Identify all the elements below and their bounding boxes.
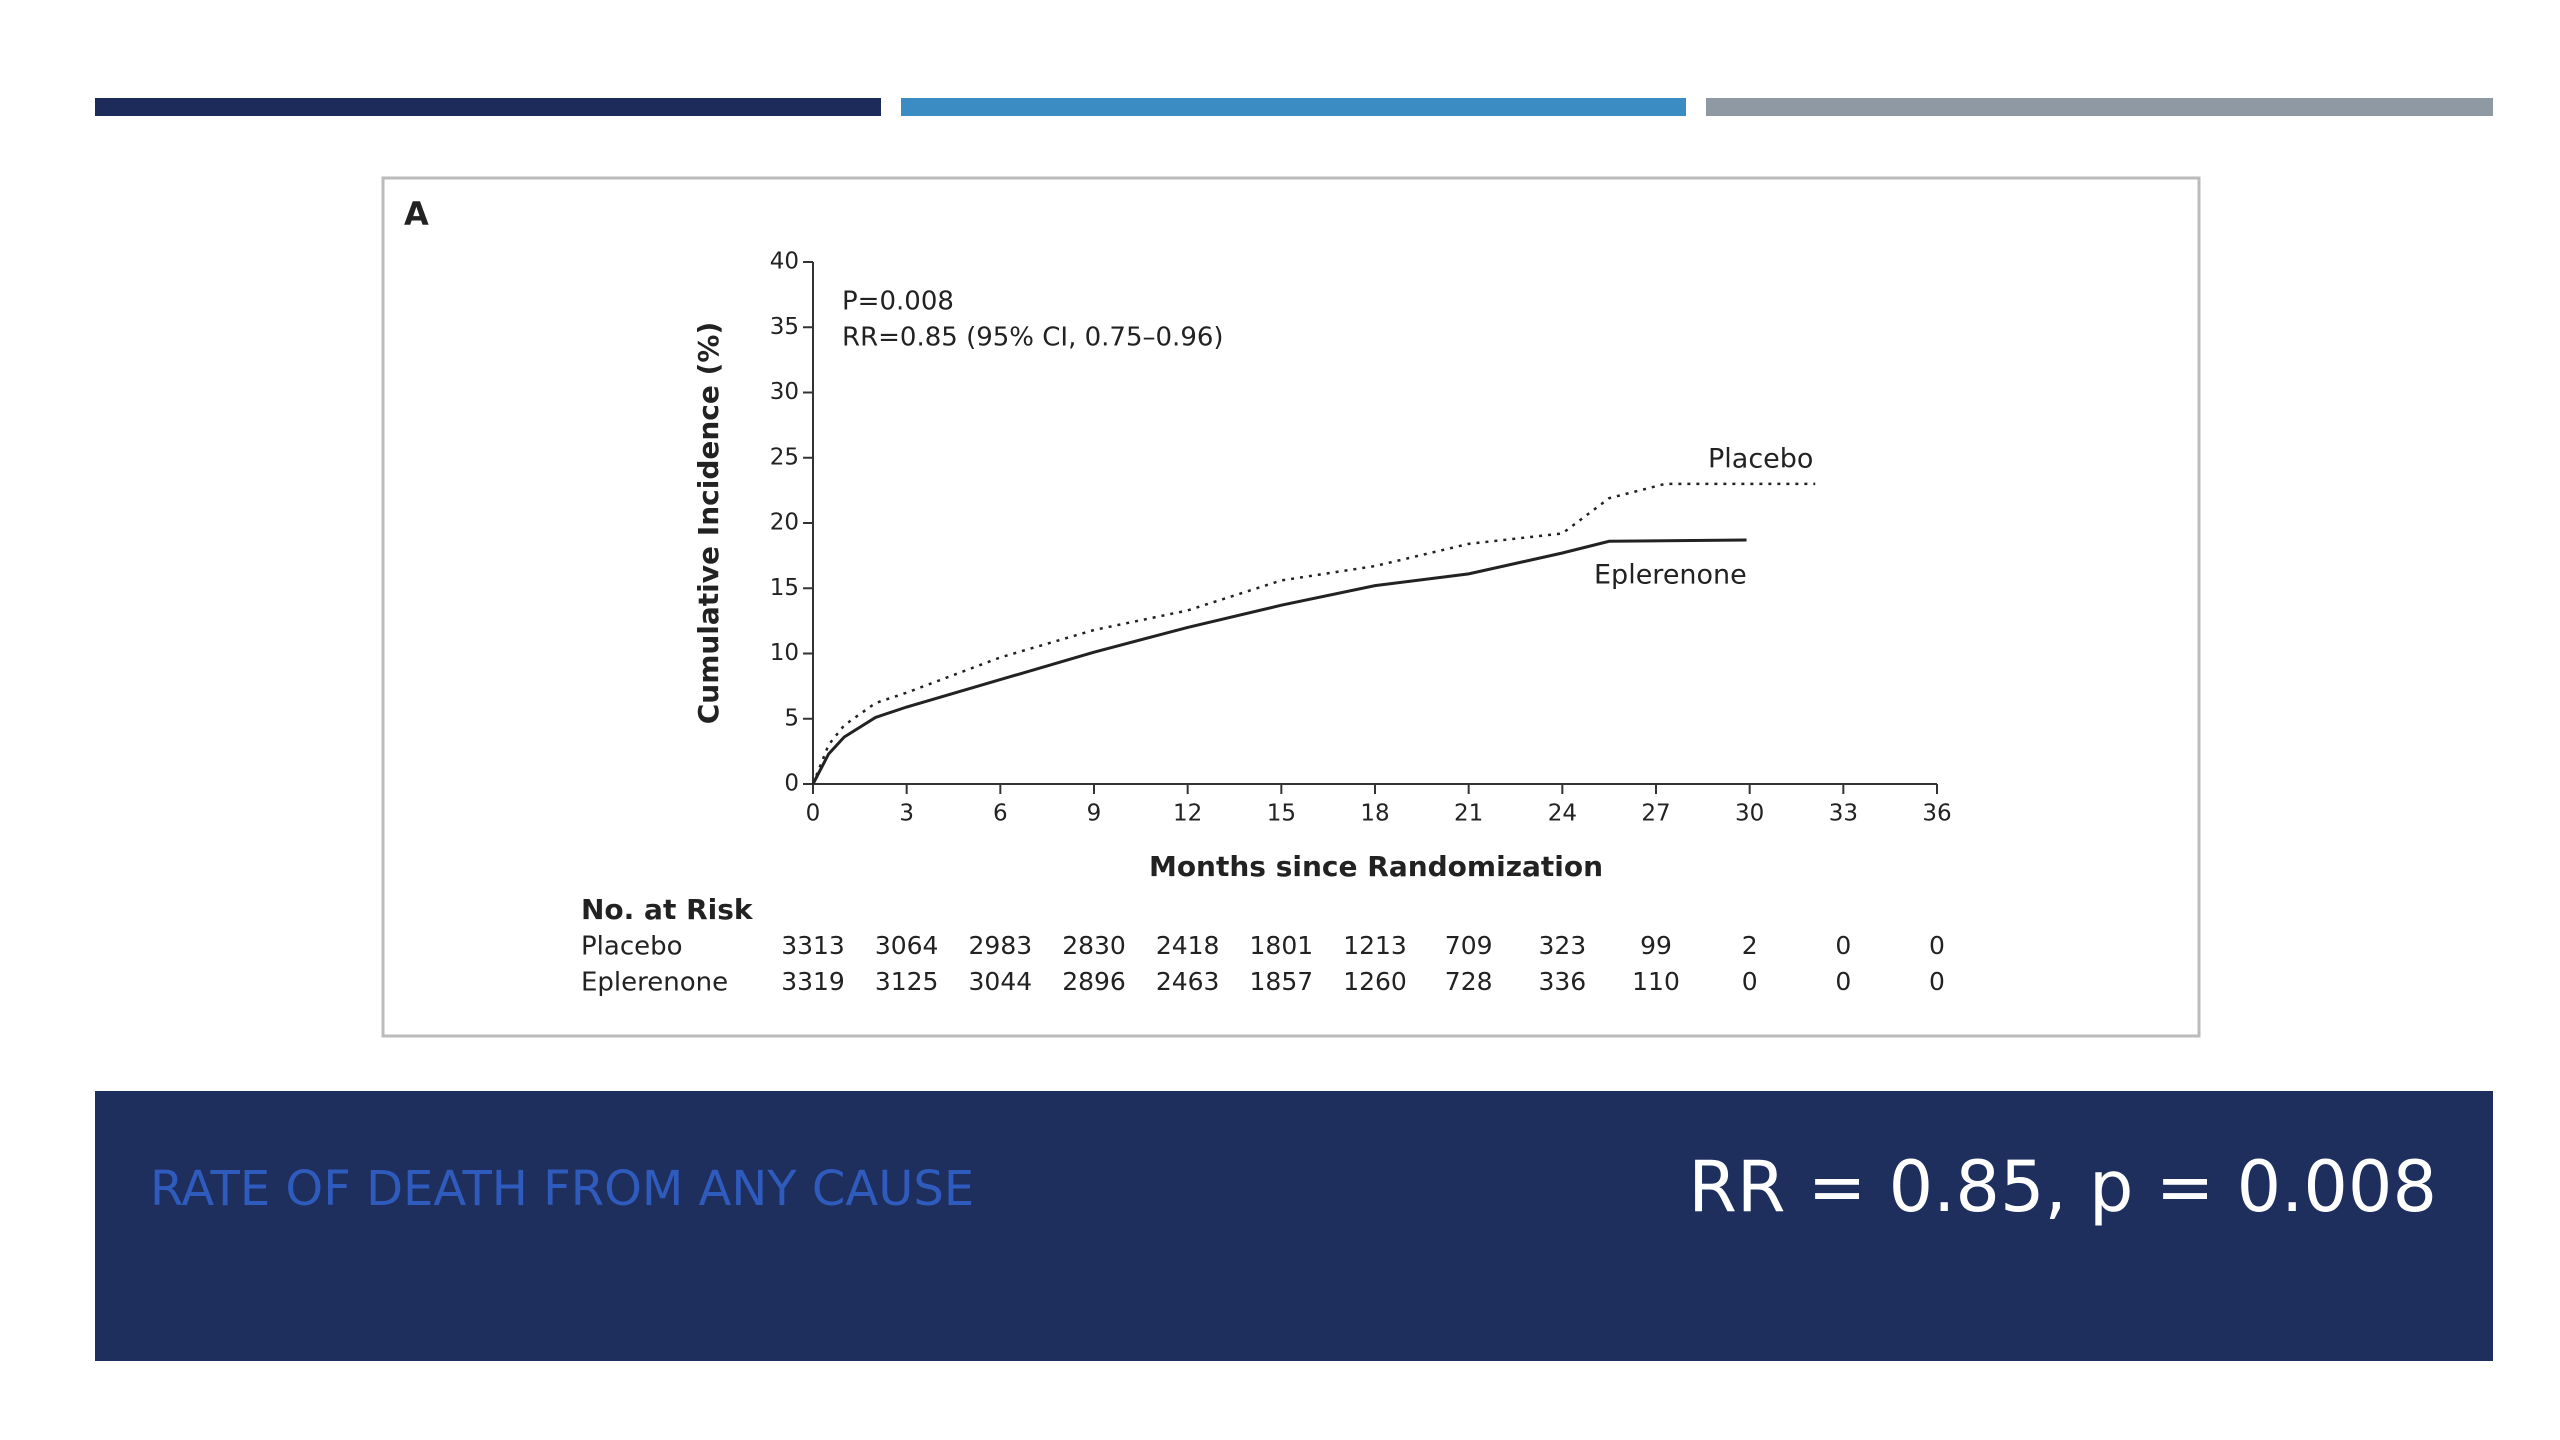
y-tick-label: 5 [784, 705, 799, 731]
x-tick-label: 18 [1360, 801, 1389, 827]
risk-value: 2 [1742, 931, 1758, 960]
risk-value: 3125 [875, 967, 939, 996]
chart-frame [381, 176, 2201, 1038]
risk-value: 3064 [875, 931, 939, 960]
risk-value: 0 [1929, 931, 1945, 960]
risk-value: 110 [1632, 967, 1680, 996]
series-label: Eplerenone [1594, 560, 1747, 591]
y-tick-label: 40 [770, 249, 799, 275]
x-tick-label: 6 [993, 801, 1008, 827]
x-tick-label: 3 [899, 801, 914, 827]
footer-result: RR = 0.85, p = 0.008 [1688, 1146, 2437, 1228]
risk-value: 1801 [1250, 931, 1314, 960]
x-tick-label: 12 [1173, 801, 1202, 827]
risk-value: 2463 [1156, 967, 1220, 996]
x-tick-label: 21 [1454, 801, 1483, 827]
x-tick-label: 0 [806, 801, 821, 827]
x-axis-title: Months since Randomization [1149, 850, 1603, 883]
risk-value: 0 [1742, 967, 1758, 996]
annotation: P=0.008 [842, 287, 954, 317]
risk-value: 1857 [1250, 967, 1314, 996]
y-tick-label: 35 [770, 314, 799, 340]
risk-value: 2830 [1062, 931, 1126, 960]
risk-value: 709 [1445, 931, 1493, 960]
x-tick-label: 36 [1922, 801, 1951, 827]
risk-value: 1213 [1343, 931, 1407, 960]
annotation: RR=0.85 (95% CI, 0.75–0.96) [842, 323, 1224, 353]
y-tick-label: 20 [770, 510, 799, 536]
y-tick-label: 0 [784, 771, 799, 797]
risk-value: 2896 [1062, 967, 1126, 996]
series-line [811, 538, 1747, 785]
risk-value: 3313 [781, 931, 845, 960]
series-label: Placebo [1708, 444, 1813, 475]
risk-row-name: Placebo [581, 932, 683, 962]
y-tick-label: 10 [770, 640, 799, 666]
accent-bar [901, 98, 1686, 116]
x-tick-label: 9 [1087, 801, 1102, 827]
x-tick-label: 30 [1735, 801, 1764, 827]
risk-value: 2418 [1156, 931, 1220, 960]
y-tick-label: 30 [770, 379, 799, 405]
risk-value: 728 [1445, 967, 1493, 996]
risk-value: 99 [1640, 931, 1672, 960]
accent-bar [1706, 98, 2493, 116]
risk-value: 0 [1835, 931, 1851, 960]
footer-title: RATE OF DEATH FROM ANY CAUSE [150, 1161, 974, 1217]
panel-label: A [404, 195, 429, 233]
x-tick-label: 27 [1641, 801, 1670, 827]
footer-band [95, 1091, 2493, 1361]
y-axis-title: Cumulative Incidence (%) [692, 322, 725, 725]
risk-table-title: No. at Risk [581, 893, 754, 926]
risk-value: 3044 [969, 967, 1033, 996]
y-tick-label: 15 [770, 575, 799, 601]
x-tick-label: 24 [1548, 801, 1577, 827]
x-tick-label: 15 [1267, 801, 1296, 827]
risk-value: 3319 [781, 967, 845, 996]
risk-value: 1260 [1343, 967, 1407, 996]
risk-value: 0 [1929, 967, 1945, 996]
risk-value: 0 [1835, 967, 1851, 996]
risk-value: 2983 [969, 931, 1033, 960]
risk-row-name: Eplerenone [581, 968, 728, 998]
risk-value: 336 [1538, 967, 1586, 996]
x-tick-label: 33 [1829, 801, 1858, 827]
y-tick-label: 25 [770, 444, 799, 470]
accent-bar [95, 98, 881, 116]
risk-value: 323 [1538, 931, 1586, 960]
